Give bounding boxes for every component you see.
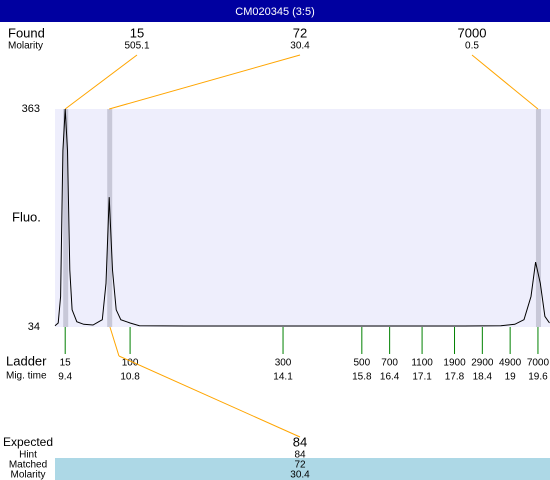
found-connector	[109, 54, 301, 110]
found-connector	[471, 54, 539, 110]
header-bar	[0, 0, 550, 22]
found-size: 72	[293, 25, 307, 40]
expected-connector	[118, 355, 301, 438]
row-label: Hint	[19, 450, 37, 461]
ladder-size: 1900	[443, 358, 466, 369]
peak-band	[535, 109, 541, 327]
ladder-time: 19	[505, 372, 517, 383]
found-molarity: 0.5	[465, 41, 479, 52]
found-molarity: 30.4	[290, 41, 310, 52]
expected-drop	[109, 326, 120, 357]
found-sublabel: Molarity	[8, 41, 43, 52]
expected-label: Expected	[3, 435, 53, 449]
ladder-size: 2900	[471, 358, 494, 369]
ladder-time: 10.8	[120, 372, 140, 383]
chart-title: CM020345 (3:5)	[235, 6, 315, 18]
ladder-label: Ladder	[6, 353, 47, 368]
plot-area	[55, 109, 550, 327]
y-tick-label: 34	[28, 321, 40, 333]
ladder-size: 300	[275, 358, 292, 369]
ladder-time: 17.8	[445, 372, 465, 383]
found-size: 7000	[458, 25, 487, 40]
ladder-size: 4900	[499, 358, 522, 369]
ladder-size: 700	[381, 358, 398, 369]
found-molarity: 505.1	[124, 41, 149, 52]
ladder-time: 15.8	[352, 372, 372, 383]
y-tick-label: 363	[22, 103, 40, 115]
row-value: 72	[294, 460, 306, 471]
row-value: 84	[294, 450, 306, 461]
row-label: Matched	[9, 460, 47, 471]
ladder-size: 15	[60, 358, 72, 369]
ladder-time: 16.4	[380, 372, 400, 383]
row-label: Molarity	[10, 470, 45, 480]
ladder-size: 500	[353, 358, 370, 369]
y-axis-label: Fluo.	[12, 209, 41, 224]
found-label: Found	[8, 25, 45, 40]
found-connector	[64, 54, 138, 110]
matched-band	[55, 458, 550, 480]
ladder-time: 18.4	[473, 372, 493, 383]
ladder-sublabel: Mig. time	[6, 371, 47, 382]
ladder-time: 9.4	[58, 372, 72, 383]
ladder-size: 1100	[411, 358, 433, 369]
expected-size: 84	[293, 434, 307, 449]
ladder-size: 100	[122, 358, 139, 369]
ladder-time: 19.6	[528, 372, 548, 383]
trace	[54, 108, 550, 327]
ladder-size: 7000	[527, 358, 550, 369]
row-value: 30.4	[290, 470, 310, 480]
ladder-time: 17.1	[412, 372, 432, 383]
found-size: 15	[130, 25, 144, 40]
ladder-time: 14.1	[273, 372, 293, 383]
peak-band	[63, 109, 69, 327]
